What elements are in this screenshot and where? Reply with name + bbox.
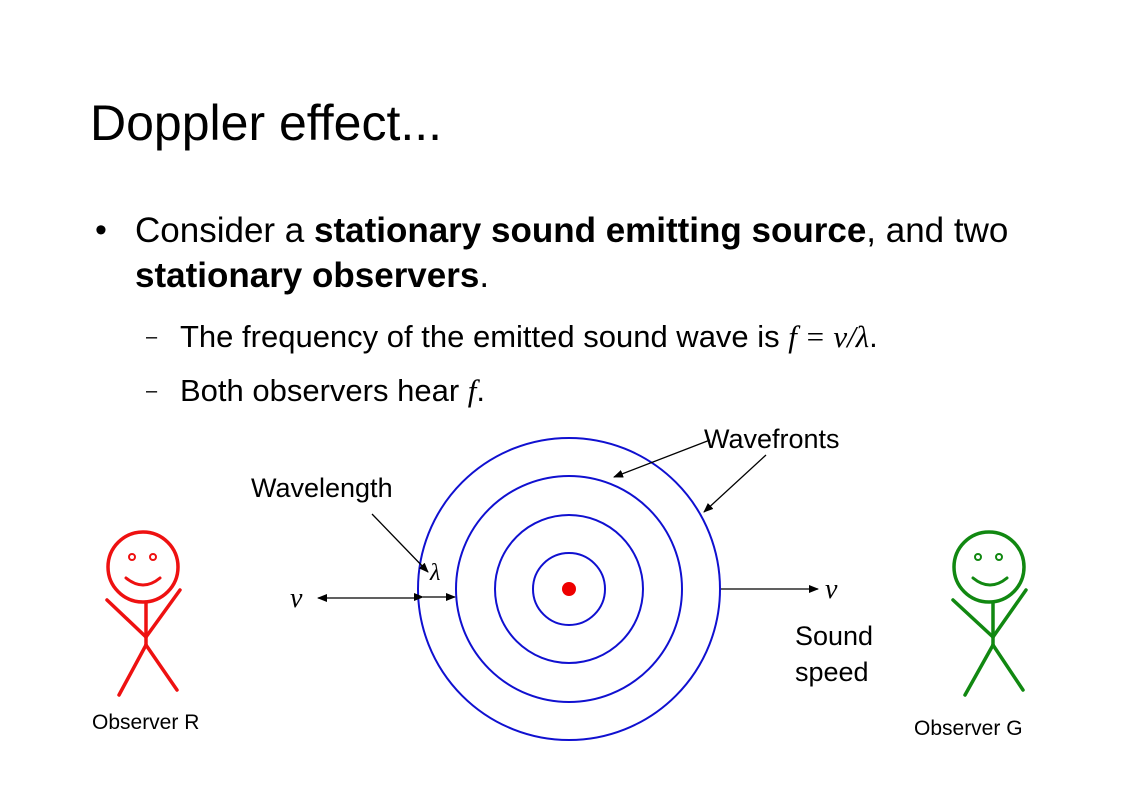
observer-r-leg-right	[144, 643, 179, 692]
observer-g-figure	[951, 530, 1028, 697]
observer-g-eye-right	[995, 553, 1003, 561]
observer-g-label: Observer G	[914, 717, 1023, 740]
observer-g-smile	[971, 576, 1009, 587]
sub-bullet-text: The frequency of the emitted sound wave …	[180, 318, 878, 356]
wavefronts-pointer-outer	[703, 454, 767, 513]
sound-speed-label-line1: Sound	[795, 621, 873, 651]
hear-text: Both observers hear	[180, 373, 468, 408]
frequency-end: .	[869, 319, 878, 354]
observer-r-eye-right	[149, 553, 157, 561]
observer-g-head	[952, 530, 1026, 604]
observer-g-arm-right	[991, 588, 1028, 639]
observer-r-eye-left	[128, 553, 136, 561]
bullet-intro: Consider a	[135, 211, 314, 250]
hear-end: .	[476, 373, 486, 408]
sound-speed-label-line2: speed	[795, 657, 869, 687]
sub-bullet-dash: –	[146, 326, 158, 348]
sub-bullet-dash: –	[146, 380, 158, 402]
sub-bullet-text: Both observers hear f.	[180, 372, 485, 410]
sound-source	[562, 582, 576, 596]
wavefront-ring-1	[532, 552, 606, 626]
wavefront-ring-2	[494, 514, 644, 664]
lambda-symbol: λ	[429, 560, 440, 586]
observer-r-arm-right	[144, 588, 182, 639]
wavefront-ring-3	[455, 475, 683, 703]
wavefronts-pointer-inner	[613, 439, 711, 478]
wavelength-label: Wavelength	[251, 473, 393, 503]
observer-r-label: Observer R	[92, 711, 199, 734]
bullet-dot: •	[95, 211, 107, 249]
wavelength-pointer	[371, 513, 429, 573]
frequency-formula: f = v/λ	[788, 319, 870, 354]
observer-r-figure	[105, 530, 182, 697]
wavefronts-label: Wavefronts	[704, 424, 840, 454]
observer-g-eye-left	[974, 553, 982, 561]
bullet-mid: , and two	[866, 211, 1009, 250]
hear-symbol: f	[467, 373, 477, 408]
frequency-text: The frequency of the emitted sound wave …	[180, 319, 789, 354]
bullet-end: .	[479, 256, 490, 295]
slide-title: Doppler effect...	[90, 95, 443, 151]
observer-g-arm-left	[951, 598, 995, 639]
wavefronts	[417, 437, 721, 741]
wavefront-ring-4	[417, 437, 721, 741]
bullet-bold-source: stationary sound emitting source	[313, 211, 867, 250]
observer-g-leg-left	[963, 643, 995, 697]
observer-r-arm-left	[105, 598, 148, 639]
bullet-text: Consider a stationary sound emitting sou…	[135, 208, 1055, 298]
observer-r-smile	[124, 576, 162, 587]
velocity-label-right: v	[825, 574, 838, 605]
observer-r-leg-left	[117, 643, 148, 697]
velocity-label-left: v	[290, 583, 303, 614]
bullet-bold-observers: stationary observers	[135, 256, 480, 295]
observer-g-leg-right	[991, 643, 1025, 692]
observer-r-head	[106, 530, 180, 604]
